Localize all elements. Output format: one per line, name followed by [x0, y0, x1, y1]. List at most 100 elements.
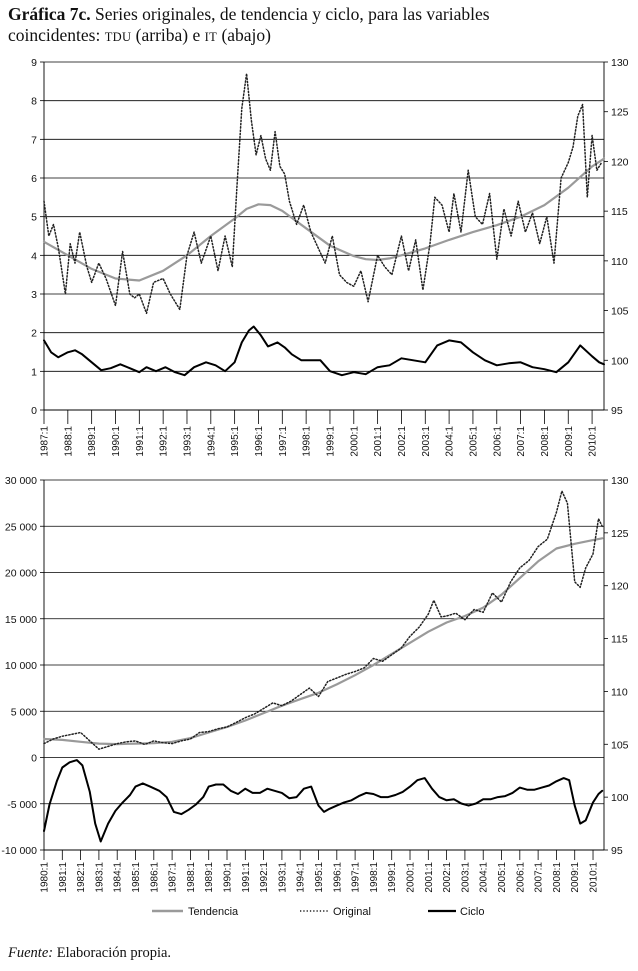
tdu-xtick-label: 1990:1	[111, 426, 122, 457]
tdu-xtick-label: 1994:1	[206, 426, 217, 457]
tdu-ytick-right-label: 115	[611, 206, 628, 218]
tdu-xtick-label: 2009:1	[564, 426, 575, 457]
chart-title: Gráfica 7c. Series originales, de tenden…	[8, 4, 628, 48]
it-xtick-label: 1992:1	[259, 862, 270, 893]
tdu-xtick-label: 1999:1	[325, 426, 336, 457]
tdu-ytick-left-label: 3	[31, 289, 37, 301]
it-ytick-right-label: 100	[611, 792, 629, 804]
figure-label: Gráfica 7c.	[8, 4, 91, 24]
tdu-xtick-label: 2000:1	[349, 426, 360, 457]
source-text: Elaboración propia.	[53, 945, 172, 961]
tdu-xtick-label: 1989:1	[87, 426, 98, 457]
tdu-ytick-right-label: 120	[611, 156, 629, 168]
chart-tdu: 0 1 2 3 4 5 6 7 8 9 95 100 105 110 115 120 125 130 1987:1 1…	[31, 57, 629, 457]
tdu-xtick-label: 2008:1	[540, 426, 551, 457]
it-xtick-label: 1996:1	[332, 862, 343, 893]
it-xtick-label: 2008:1	[552, 862, 563, 893]
it-ytick-left-label: 10 000	[5, 660, 37, 672]
it-xtick-label: 2001:1	[424, 862, 435, 893]
tdu-ytick-left-label: 9	[31, 57, 37, 69]
legend-trend-label: Tendencia	[188, 906, 239, 918]
it-xtick-label: 2006:1	[515, 862, 526, 893]
tdu-ytick-right-label: 100	[611, 355, 629, 367]
tdu-xtick-label: 1993:1	[182, 426, 193, 457]
legend: Tendencia Original Ciclo	[152, 906, 484, 918]
it-ytick-left-label: 20 000	[5, 568, 37, 580]
tdu-xtick-label: 2005:1	[468, 426, 479, 457]
title-line1: Series originales, de tendencia y ciclo,…	[94, 4, 490, 24]
it-ytick-right-label: 110	[611, 686, 628, 698]
it-xtick-label: 1997:1	[351, 862, 362, 893]
tdu-ytick-left-label: 4	[31, 250, 37, 262]
it-ytick-left-label: 0	[31, 753, 37, 765]
it-xtick-label: 2005:1	[497, 862, 508, 893]
tdu-ytick-left-label: 1	[31, 366, 37, 378]
it-xtick-label: 2003:1	[460, 862, 471, 893]
source-note: Fuente: Elaboración propia.	[8, 945, 171, 962]
tdu-xtick-label: 1987:1	[40, 426, 51, 457]
tdu-ytick-right-label: 125	[611, 107, 629, 119]
it-xtick-label: 2007:1	[534, 862, 545, 893]
title-line2-a: coincidentes:	[8, 25, 105, 45]
tdu-ytick-left-label: 6	[31, 173, 37, 185]
tdu-xtick-label: 2003:1	[421, 426, 432, 457]
it-series-ciclo	[43, 759, 604, 843]
tdu-xtick-label: 1991:1	[135, 426, 146, 457]
it-ytick-left-label: 30 000	[5, 475, 37, 487]
tdu-xtick-label: 2004:1	[445, 426, 456, 457]
it-xtick-label: 1984:1	[113, 862, 124, 893]
tdu-ytick-left-label: 8	[31, 96, 37, 108]
it-xtick-label: 2002:1	[442, 862, 453, 893]
tdu-ytick-right-label: 105	[611, 306, 629, 318]
tdu-xtick-label: 2001:1	[373, 426, 384, 457]
it-xtick-label: 1991:1	[241, 862, 252, 893]
it-ytick-right-label: 95	[611, 845, 623, 857]
it-xtick-label: 1999:1	[387, 862, 398, 893]
tdu-series-original	[43, 72, 603, 315]
it-xtick-label: 2010:1	[589, 862, 600, 893]
tdu-ytick-right-label: 130	[611, 57, 629, 69]
title-var1: TDU	[104, 30, 132, 44]
it-xtick-label: 1982:1	[76, 862, 87, 893]
it-ytick-left-label: -10 000	[1, 845, 37, 857]
it-xtick-label: 2004:1	[479, 862, 490, 893]
legend-cycle-label: Ciclo	[460, 906, 484, 918]
tdu-xtick-label: 1997:1	[278, 426, 289, 457]
it-ytick-right-label: 105	[611, 739, 629, 751]
it-ytick-right-label: 115	[611, 634, 628, 646]
it-xtick-label: 2009:1	[570, 862, 581, 893]
it-xtick-label: 1983:1	[94, 862, 105, 893]
tdu-ytick-left-label: 2	[31, 328, 37, 340]
tdu-xtick-label: 1996:1	[254, 426, 265, 457]
tdu-xtick-label: 1998:1	[302, 426, 313, 457]
tdu-ytick-right-label: 110	[611, 256, 628, 268]
tdu-ytick-left-label: 5	[31, 212, 37, 224]
it-xtick-label: 1998:1	[369, 862, 380, 893]
legend-original-label: Original	[333, 906, 371, 918]
tdu-series-ciclo	[43, 325, 605, 377]
it-xtick-label: 1980:1	[40, 862, 51, 893]
it-xtick-label: 1994:1	[296, 862, 307, 893]
it-xtick-label: 1986:1	[149, 862, 160, 893]
it-ytick-right-label: 130	[611, 475, 629, 487]
it-xtick-label: 1981:1	[58, 862, 69, 893]
title-var2: IT	[204, 30, 218, 44]
it-xtick-label: 2000:1	[406, 862, 417, 893]
tdu-xtick-label: 2006:1	[492, 426, 503, 457]
it-xtick-label: 1990:1	[223, 862, 234, 893]
it-ytick-right-label: 125	[611, 528, 629, 540]
it-xtick-label: 1985:1	[131, 862, 142, 893]
tdu-xtick-label: 1995:1	[230, 426, 241, 457]
tdu-ytick-right-label: 95	[611, 405, 623, 417]
tdu-xtick-label: 2007:1	[516, 426, 527, 457]
title-line2-b: (arriba) e	[131, 25, 205, 45]
tdu-xtick-label: 1992:1	[159, 426, 170, 457]
tdu-ytick-left-label: 7	[31, 134, 37, 146]
title-line2-c: (abajo)	[217, 25, 271, 45]
it-xtick-label: 1987:1	[168, 862, 179, 893]
it-ytick-left-label: 15 000	[5, 614, 37, 626]
it-ytick-left-label: 5 000	[11, 706, 37, 718]
tdu-xtick-label: 1988:1	[63, 426, 74, 457]
it-xtick-label: 1993:1	[277, 862, 288, 893]
